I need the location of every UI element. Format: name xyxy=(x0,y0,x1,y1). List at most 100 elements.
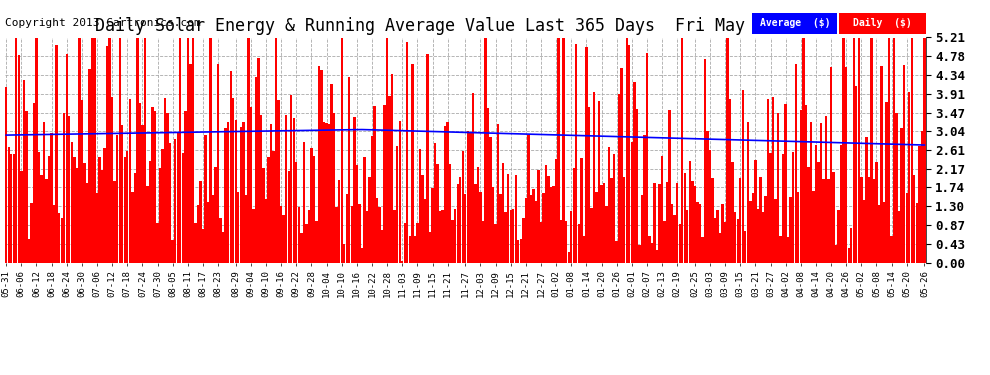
Bar xyxy=(295,162,297,262)
Bar xyxy=(906,193,908,262)
Bar xyxy=(921,131,923,262)
Bar xyxy=(363,157,365,262)
Bar xyxy=(598,101,600,262)
Bar xyxy=(719,234,722,262)
Bar xyxy=(570,211,572,262)
Bar xyxy=(623,177,626,262)
Bar xyxy=(220,218,222,262)
Bar xyxy=(603,183,605,262)
Bar xyxy=(73,156,75,262)
Bar xyxy=(78,38,80,262)
Bar xyxy=(171,240,174,262)
Bar xyxy=(510,210,512,262)
Text: Average  ($): Average ($) xyxy=(759,18,830,28)
Bar xyxy=(764,196,766,262)
Bar xyxy=(746,122,749,262)
Bar xyxy=(751,193,754,262)
Bar xyxy=(8,147,10,262)
Bar xyxy=(878,205,880,262)
Bar xyxy=(235,120,237,262)
Bar xyxy=(15,38,18,262)
Bar xyxy=(525,198,527,262)
Bar xyxy=(5,87,7,262)
Bar xyxy=(58,213,60,262)
Bar xyxy=(41,175,43,262)
Bar xyxy=(383,105,386,262)
Bar xyxy=(36,38,38,262)
Bar xyxy=(126,151,129,262)
Bar xyxy=(901,128,903,262)
Bar xyxy=(179,38,181,262)
Bar xyxy=(176,132,179,262)
Bar xyxy=(489,137,492,262)
Bar xyxy=(326,123,328,262)
Bar xyxy=(845,67,847,262)
Bar xyxy=(376,198,378,262)
Bar xyxy=(189,64,191,262)
Bar xyxy=(714,218,716,262)
Bar xyxy=(742,90,743,262)
Bar xyxy=(618,94,621,262)
Bar xyxy=(807,167,810,262)
Bar xyxy=(644,135,645,262)
Bar xyxy=(147,186,148,262)
Bar xyxy=(161,149,163,262)
Bar xyxy=(756,209,759,262)
Bar xyxy=(144,38,147,262)
Bar xyxy=(870,38,872,262)
Bar xyxy=(838,210,840,262)
Bar xyxy=(323,122,326,262)
Bar xyxy=(873,179,875,262)
Bar xyxy=(267,157,269,262)
Bar xyxy=(828,178,830,262)
Bar xyxy=(360,248,363,262)
Bar xyxy=(434,143,437,262)
Bar xyxy=(181,153,184,262)
Bar xyxy=(393,210,396,262)
Bar xyxy=(461,150,464,262)
Bar xyxy=(666,182,668,262)
Bar xyxy=(18,55,20,262)
Bar xyxy=(540,222,543,262)
Bar xyxy=(373,106,375,262)
Bar xyxy=(830,67,833,262)
Bar xyxy=(595,192,598,262)
Bar xyxy=(31,203,33,262)
Bar xyxy=(313,156,315,262)
Bar xyxy=(709,150,711,262)
Bar xyxy=(918,146,921,262)
Bar xyxy=(727,38,729,262)
Bar xyxy=(706,131,709,262)
Bar xyxy=(621,68,623,262)
Bar xyxy=(333,113,336,262)
Bar xyxy=(471,93,474,262)
Bar xyxy=(911,38,913,262)
Bar xyxy=(711,178,714,262)
Bar xyxy=(650,243,653,262)
Bar xyxy=(243,122,245,262)
Bar xyxy=(217,64,220,262)
Bar xyxy=(427,54,429,262)
Bar xyxy=(522,218,525,262)
Bar xyxy=(378,207,381,262)
Bar xyxy=(517,240,520,262)
Bar xyxy=(833,172,835,262)
Bar xyxy=(777,113,779,262)
Bar xyxy=(50,133,52,262)
Bar xyxy=(840,146,842,262)
Bar xyxy=(673,215,676,262)
Bar xyxy=(230,70,232,262)
Bar xyxy=(543,193,545,262)
Bar xyxy=(265,199,267,262)
Bar xyxy=(13,154,15,262)
Bar xyxy=(661,156,663,262)
Bar xyxy=(779,236,782,262)
Bar xyxy=(924,38,926,262)
Bar xyxy=(527,135,530,262)
Bar xyxy=(106,46,108,262)
Bar xyxy=(671,204,673,262)
Bar xyxy=(686,210,688,262)
Bar xyxy=(212,195,214,262)
Bar xyxy=(717,210,719,262)
Bar xyxy=(885,102,888,262)
